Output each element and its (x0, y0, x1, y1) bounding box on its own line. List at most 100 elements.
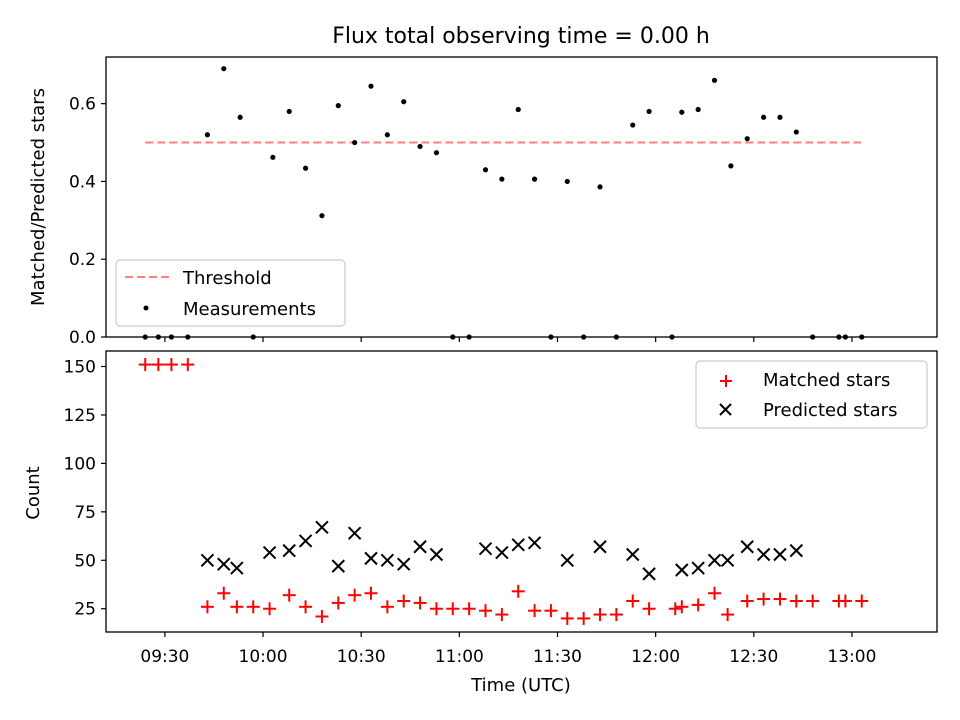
matched-star-point (429, 602, 443, 616)
matched-star-point (757, 592, 771, 606)
bottom-x-tick-label: 12:00 (631, 647, 680, 667)
top-y-tick-label: 0.2 (69, 250, 96, 270)
matched-star-point (230, 600, 244, 614)
matched-star-point (462, 602, 476, 616)
matched-star-point (577, 611, 591, 625)
matched-legend-marker (720, 375, 732, 387)
measurement-point (793, 129, 799, 135)
predicted-star-point (413, 540, 427, 554)
matched-star-point (138, 358, 152, 372)
predicted-star-point (282, 543, 296, 558)
bottom-x-tick-label: 11:30 (533, 647, 582, 667)
predicted-star-point (364, 551, 378, 566)
measurement-point (286, 108, 292, 115)
matched-star-point (528, 604, 542, 618)
matched-star-point (479, 604, 493, 618)
matched-star-point (675, 600, 689, 614)
measurement-point (695, 106, 701, 113)
top-y-tick-label: 0.4 (69, 172, 96, 192)
predicted-star-point (707, 553, 722, 568)
predicted-star-point (200, 553, 215, 568)
matched-star-point (609, 608, 623, 622)
matched-star-point (773, 592, 787, 606)
measurement-point (728, 163, 734, 169)
bottom-plot-area (138, 358, 869, 625)
predicted-star-point (756, 547, 771, 562)
bottom-x-tick-label: 12:30 (729, 647, 778, 667)
bottom-y-tick-label: 125 (64, 406, 96, 426)
predicted-star-point (740, 540, 754, 554)
matched-star-point (246, 600, 260, 614)
predicted-star-point (495, 545, 509, 560)
measurement-point (204, 132, 211, 138)
bottom-x-axis-label: Time (UTC) (470, 675, 571, 696)
measurement-point (679, 109, 685, 115)
predicted-star-point (331, 559, 345, 573)
matched-star-point (413, 596, 427, 610)
top-y-ticks: 0.0 0.2 0.4 0.6 (69, 95, 106, 348)
matched-star-point (708, 586, 722, 600)
predicted-star-point (217, 557, 231, 571)
predicted-star-point (560, 553, 575, 568)
predicted-star-point (315, 520, 329, 535)
bottom-x-ticks: 09:30 10:00 10:30 11:00 11:30 12:00 12:30 13:00 (140, 632, 876, 667)
measurement-point (368, 83, 374, 89)
measurement-point (221, 66, 227, 72)
matched-star-point (668, 602, 682, 616)
top-axes-frame (105, 56, 938, 338)
bottom-axes: 25 50 75 100 125 150 09:30 10:00 10:30 11:00 11:3… (23, 350, 938, 696)
matched-star-point (164, 358, 178, 372)
matched-star-point (806, 594, 820, 608)
bottom-y-tick-label: 100 (64, 454, 96, 474)
matched-star-point (397, 594, 411, 608)
matched-star-point (200, 600, 214, 614)
matched-star-point (315, 609, 329, 623)
predicted-star-point (380, 553, 395, 568)
bottom-y-ticks: 25 50 75 100 125 150 (64, 358, 106, 620)
bottom-y-tick-label: 50 (74, 551, 96, 571)
measurements-legend-label: Measurements (183, 299, 316, 320)
bottom-y-axis-label: Count (23, 466, 44, 519)
measurement-point (564, 178, 570, 185)
predicted-star-point (347, 526, 362, 540)
predicted-star-point (691, 561, 705, 575)
predicted-star-point (397, 557, 411, 571)
measurement-point (597, 184, 603, 190)
bottom-y-tick-label: 25 (74, 600, 96, 620)
matched-star-point (511, 584, 525, 598)
measurement-point (744, 136, 750, 142)
matched-star-point (495, 608, 509, 622)
measurement-point (302, 165, 309, 171)
predicted-star-point (298, 534, 313, 548)
matched-star-point (446, 602, 460, 616)
matched-star-point (838, 594, 852, 608)
bottom-axes-frame (105, 350, 938, 633)
measurement-point (761, 114, 767, 120)
bottom-x-tick-label: 10:30 (337, 647, 386, 667)
top-y-tick-label: 0.0 (69, 328, 96, 348)
predicted-star-point (230, 561, 244, 575)
bottom-y-tick-label: 75 (74, 503, 96, 523)
bottom-y-tick-label: 150 (64, 358, 96, 378)
predicted-star-point (675, 563, 689, 577)
top-axes: 0.0 0.2 0.4 0.6 Matched/Predicted stars Thr… (28, 56, 938, 348)
measurement-point (711, 77, 718, 83)
predicted-star-point (720, 553, 735, 568)
predicted-star-point (626, 547, 640, 562)
bottom-x-tick-label: 13:00 (827, 647, 876, 667)
bottom-x-tick-label: 11:00 (435, 647, 484, 667)
predicted-star-point (527, 536, 542, 550)
matched-star-point (721, 608, 735, 622)
matched-star-point (151, 358, 165, 372)
matched-star-point (217, 586, 231, 600)
matched-star-point (740, 594, 754, 608)
measurement-point (401, 99, 407, 105)
top-chart-title: Flux total observing time = 0.00 h (332, 24, 710, 49)
matched-star-point (789, 594, 803, 608)
measurement-point (482, 167, 489, 173)
measurement-point (777, 114, 783, 120)
matched-star-point (282, 588, 296, 602)
predicted-star-point (773, 547, 787, 562)
matched-star-point (331, 596, 345, 610)
